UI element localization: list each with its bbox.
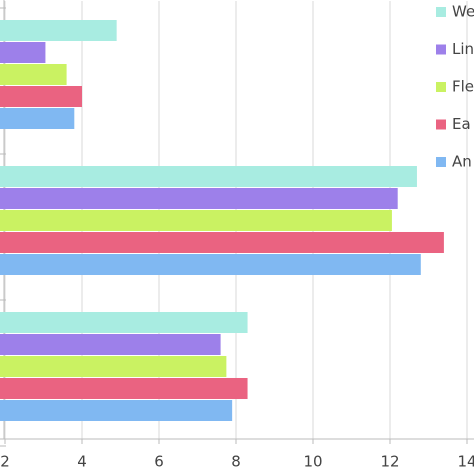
bar xyxy=(0,188,398,209)
legend-swatch xyxy=(436,7,446,17)
legend-swatch xyxy=(436,82,446,92)
x-tick-label: 14 xyxy=(457,453,474,471)
bar xyxy=(0,20,117,41)
x-tick-label: 6 xyxy=(154,453,164,471)
bar xyxy=(0,254,421,275)
bar xyxy=(0,166,417,187)
legend-label: Lin xyxy=(452,40,474,58)
legend-swatch xyxy=(436,119,446,130)
bar xyxy=(0,356,227,377)
x-tick-label: 8 xyxy=(231,453,241,471)
legend-label: An xyxy=(452,153,472,171)
legend-label: Ea xyxy=(452,115,471,133)
x-tick-label: 2 xyxy=(0,453,10,471)
bar xyxy=(0,86,82,107)
legend-label: We xyxy=(452,3,474,21)
bar xyxy=(0,64,67,85)
x-tick-label: 12 xyxy=(380,453,399,471)
bar xyxy=(0,312,248,333)
legend-swatch xyxy=(436,44,446,55)
bar xyxy=(0,232,444,253)
bar xyxy=(0,210,392,231)
bar xyxy=(0,334,221,355)
legend-label: Fle xyxy=(452,78,474,96)
bar xyxy=(0,108,75,129)
bar xyxy=(0,378,248,399)
legend-swatch xyxy=(436,157,446,167)
bar xyxy=(0,400,233,421)
bar xyxy=(0,42,46,63)
x-tick-label: 4 xyxy=(77,453,87,471)
x-tick-label: 10 xyxy=(303,453,322,471)
